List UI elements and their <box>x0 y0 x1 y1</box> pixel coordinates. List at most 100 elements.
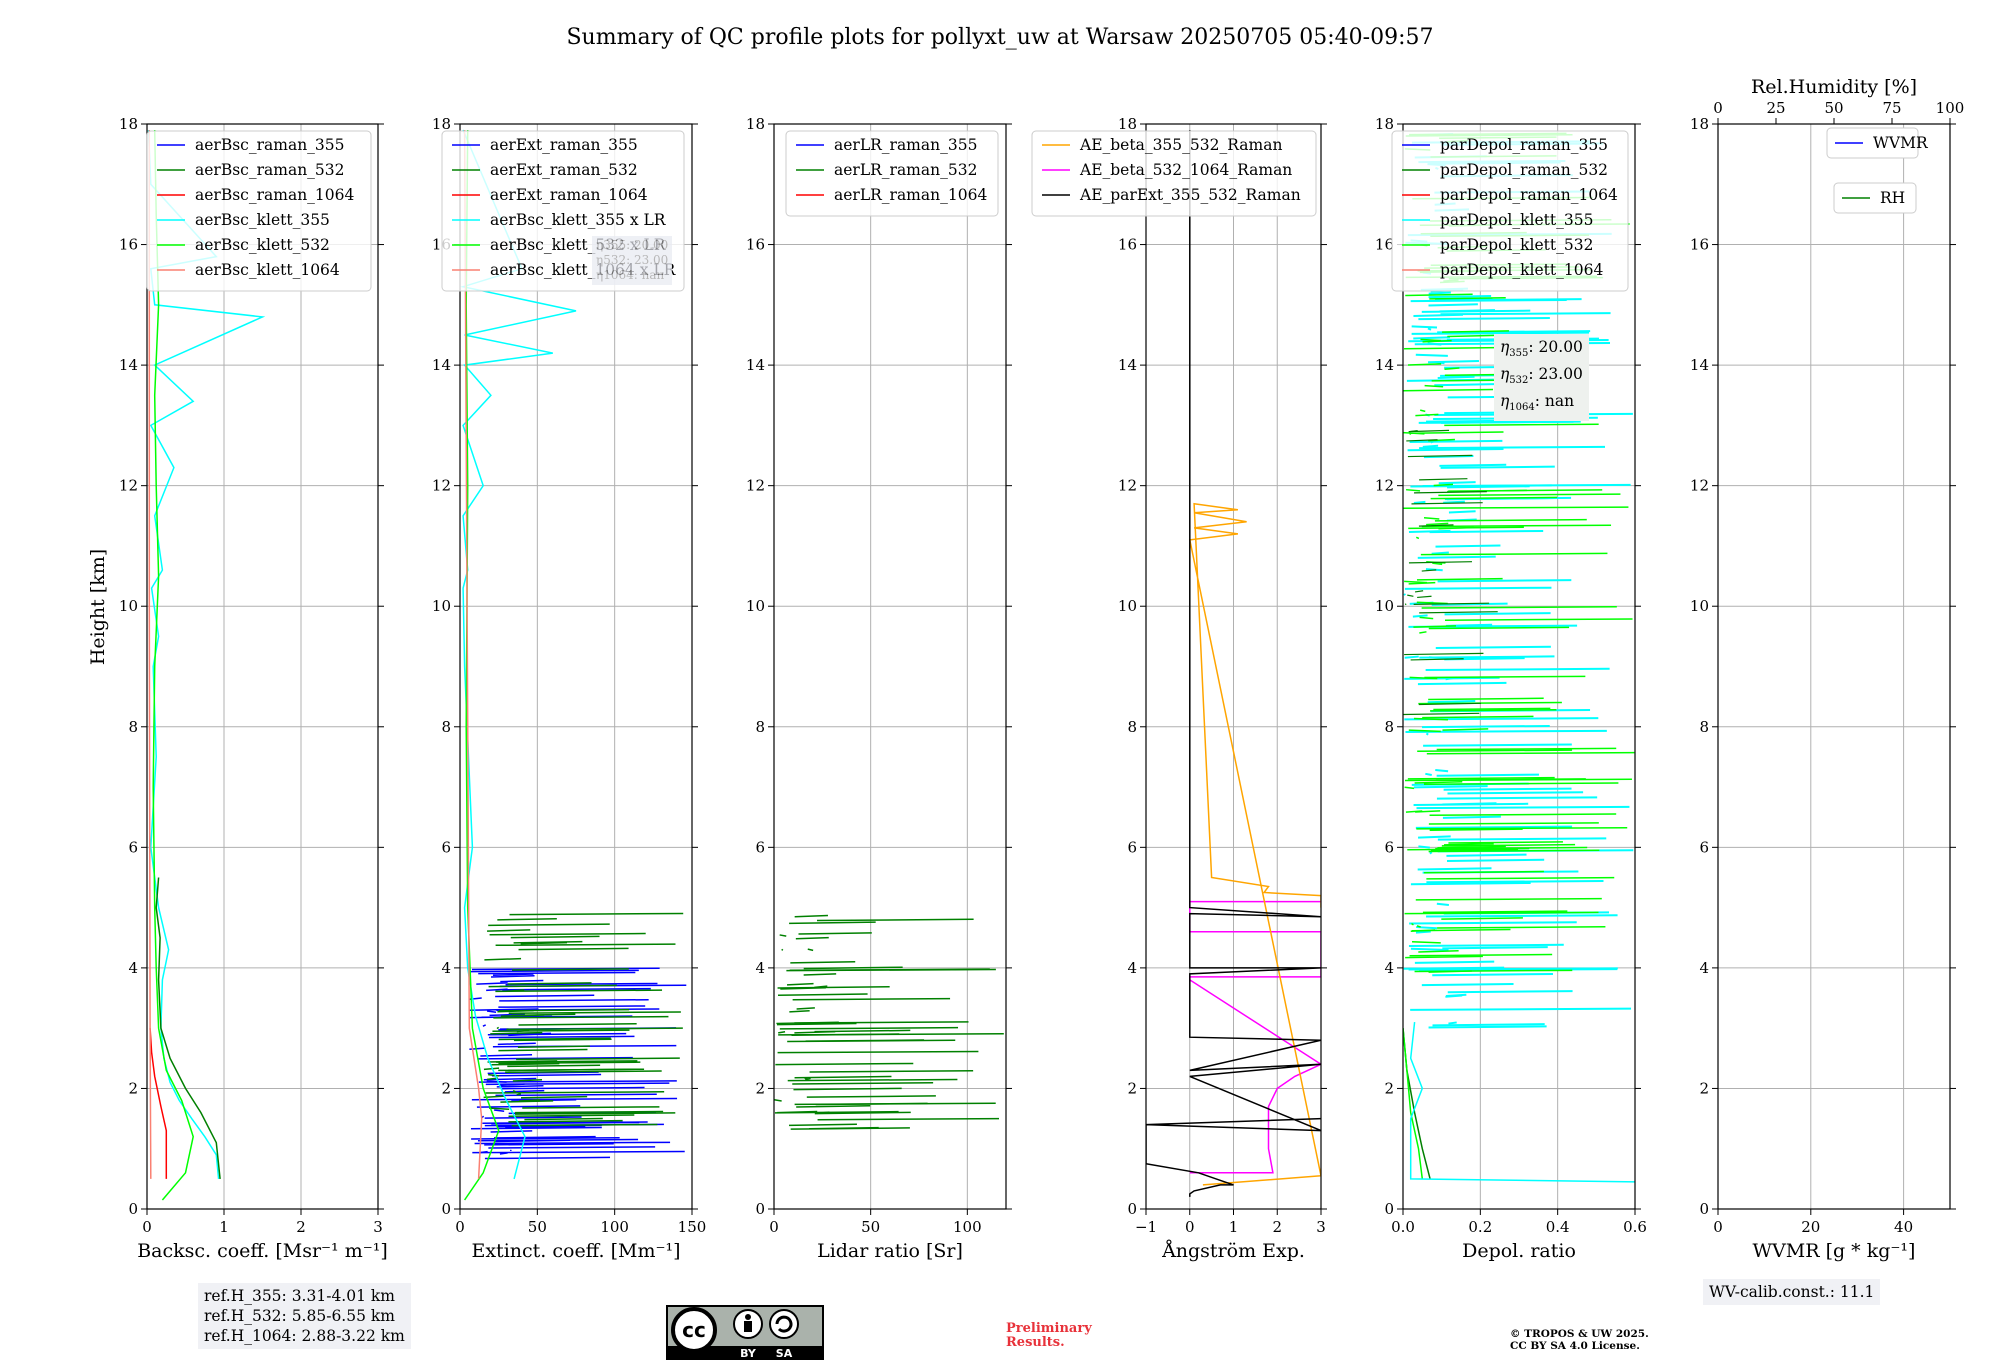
ref-height-355: ref.H_355: 3.31-4.01 km <box>204 1287 395 1305</box>
spike-cyan <box>1447 990 1573 994</box>
spike-green <box>780 987 826 990</box>
spike-green <box>794 1075 892 1079</box>
wv-calibration-box: WV-calib.const.: 11.1 <box>1703 1279 1881 1305</box>
y-tick-label: 18 <box>119 115 138 133</box>
legend-box <box>785 130 999 217</box>
series-aerBsc_klett_532 <box>152 129 194 1201</box>
spike-lime <box>1405 293 1473 297</box>
spike-lime <box>1447 334 1503 338</box>
x-tick-label: −1 <box>1135 1218 1157 1236</box>
y-tick-label: 18 <box>432 115 451 133</box>
spike-cyan <box>1415 353 1448 357</box>
spike-cyan <box>1442 946 1548 950</box>
y-tick-label: 10 <box>1375 597 1394 615</box>
spike-lime <box>1442 728 1489 731</box>
spike-lime <box>1421 606 1617 609</box>
spike-lime <box>1415 536 1420 540</box>
svg-text:BY: BY <box>740 1347 757 1360</box>
axes-frame <box>1717 123 1951 1210</box>
legend-label: aerBsc_raman_1064 <box>195 186 355 204</box>
spike-green <box>786 982 814 986</box>
spike-green <box>507 982 592 985</box>
spike-green <box>498 1061 641 1065</box>
y-axis-label: Height [km] <box>87 549 109 665</box>
spike-green <box>488 1073 500 1077</box>
spike-lime <box>1411 928 1511 932</box>
spike-lime <box>1420 338 1441 342</box>
x-tick-label: 50 <box>528 1218 547 1236</box>
x-axis-label: WVMR [g * kg⁻¹] <box>1753 1240 1916 1262</box>
spike-cyan <box>1431 551 1449 555</box>
spike-cyan <box>1413 336 1451 340</box>
spike-blue <box>497 1042 536 1046</box>
spike-green <box>493 1015 669 1019</box>
spike-green <box>505 1070 662 1073</box>
spike-lime <box>1433 707 1551 711</box>
spike-green <box>793 1087 902 1091</box>
spike-green <box>512 1079 543 1082</box>
spike-cyan <box>1446 853 1527 857</box>
spike-cyan <box>1436 773 1539 777</box>
spike-lime <box>1444 367 1460 370</box>
spike-cyan <box>1427 327 1432 331</box>
spike-green <box>498 1068 641 1072</box>
spike-green <box>485 1091 665 1094</box>
x-tick-label: 100 <box>600 1218 629 1236</box>
hidden-eta-532: η532: 23.00 <box>596 253 669 267</box>
legend-label: aerLR_raman_532 <box>834 161 977 179</box>
spike-green <box>491 1062 560 1066</box>
x-tick-label: 3 <box>1316 1218 1326 1236</box>
y-tick-label: 0 <box>128 1200 138 1218</box>
legend-box <box>1031 130 1317 217</box>
spike-cyan <box>1417 555 1496 559</box>
legend-label: AE_beta_532_1064_Raman <box>1079 161 1292 179</box>
spike-green <box>791 1033 900 1037</box>
eta-box: η355: 20.00 η532: 23.00 η1064: nan <box>1494 334 1589 422</box>
spike-cyan <box>1435 645 1551 649</box>
preliminary-note: Preliminary Results. <box>1006 1321 1092 1350</box>
y-tick-label: 14 <box>1690 356 1709 374</box>
spike-cyan <box>1425 732 1429 736</box>
spike-lime <box>1415 413 1439 417</box>
spike-lime <box>1428 438 1455 442</box>
spike-lime <box>1404 346 1497 350</box>
axes-frame <box>1402 123 1636 1210</box>
legend-label: parDepol_klett_532 <box>1440 236 1593 254</box>
y-tick-label: 0 <box>1384 1200 1394 1218</box>
spike-cyan <box>1415 825 1573 829</box>
y-tick-label: 14 <box>746 356 765 374</box>
y-tick-label: 4 <box>1699 959 1709 977</box>
x-tick-label: 0 <box>1185 1218 1195 1236</box>
spike-lime <box>1421 524 1612 528</box>
spike-green <box>777 986 890 989</box>
spike-lime <box>1407 776 1555 780</box>
spike-blue <box>486 988 508 992</box>
spike-blue <box>494 1109 505 1112</box>
legend-label: aerExt_raman_355 <box>490 136 638 154</box>
y-tick-label: 12 <box>432 477 451 495</box>
spike-cyan <box>1410 881 1531 886</box>
x-axis-label: Ångström Exp. <box>1161 1240 1305 1262</box>
legend-label: AE_beta_355_532_Raman <box>1079 136 1282 154</box>
series-parDepol_klett_532 <box>1403 1028 1424 1179</box>
spike-lime <box>1417 749 1573 753</box>
x-tick-label: 150 <box>678 1218 707 1236</box>
spike-cyan <box>1408 943 1564 947</box>
spike-green <box>506 1027 683 1031</box>
spike-cyan <box>1442 815 1501 819</box>
legend-label: AE_parExt_355_532_Raman <box>1079 186 1301 204</box>
spike-green <box>789 921 876 925</box>
spike-green <box>779 1026 959 1030</box>
spike-cyan <box>1439 309 1496 313</box>
spike-green <box>1404 603 1407 606</box>
spike-cyan <box>1417 867 1492 871</box>
y-tick-label: 14 <box>1118 356 1137 374</box>
spike-lime <box>1444 842 1494 846</box>
spike-cyan <box>1422 444 1439 448</box>
spike-green <box>497 917 557 921</box>
y-tick-label: 8 <box>755 718 765 736</box>
spike-lime <box>1415 897 1602 901</box>
axes-frame <box>459 123 693 1210</box>
plot-area-ext <box>460 129 687 1201</box>
